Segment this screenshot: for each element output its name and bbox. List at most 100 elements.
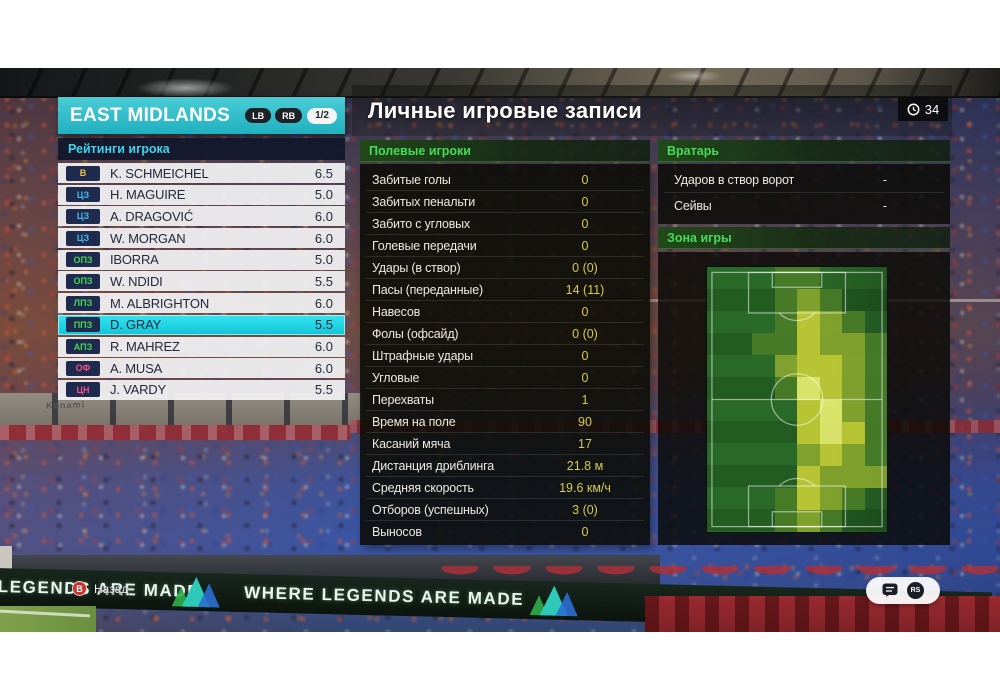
heat-cell [864, 421, 887, 444]
heat-cell [819, 355, 842, 378]
player-row[interactable]: ЦЗ A. DRAGOVIĆ 6.0 [58, 206, 345, 227]
footer-controls-pill: RS [866, 577, 940, 604]
player-row[interactable]: АПЗ R. MAHREZ 6.0 [58, 336, 345, 357]
stat-label: Штрафные удары [372, 348, 473, 363]
player-row[interactable]: ППЗ D. GRAY 5.5 [58, 314, 345, 335]
player-name: J. VARDY [110, 382, 166, 398]
team-header: EAST MIDLANDS LB RB 1/2 [58, 97, 345, 134]
pes-logo-triangles-icon [171, 575, 233, 610]
page-indicator: 1/2 [307, 107, 337, 124]
heat-cell [774, 311, 797, 334]
player-row[interactable]: В K. SCHMEICHEL 6.5 [58, 163, 345, 183]
heat-cell [797, 487, 820, 510]
stat-row: Пасы (переданные) 14 (11) [366, 279, 644, 301]
play-zone-panel [658, 252, 950, 545]
player-name: D. GRAY [110, 317, 162, 333]
back-label: Назад [94, 581, 129, 596]
stat-row: Навесов 0 [366, 301, 644, 323]
heat-cell [819, 465, 842, 488]
heat-cell [819, 421, 842, 444]
player-row[interactable]: ОПЗ W. NDIDI 5.5 [58, 271, 345, 292]
player-row[interactable]: ОФ A. MUSA 6.0 [58, 358, 345, 379]
goalkeeper-stats-panel: Ударов в створ ворот - Сейвы - [658, 164, 950, 224]
stat-label: Дистанция дриблинга [372, 458, 494, 473]
heat-cell [797, 333, 820, 356]
stat-value: 19.6 км/ч [559, 480, 611, 495]
player-rating: 5.0 [314, 252, 333, 268]
player-rating: 6.5 [314, 165, 333, 181]
position-badge: ОФ [66, 360, 100, 376]
stat-row: Угловые 0 [366, 367, 644, 389]
player-rating: 6.0 [314, 360, 333, 376]
player-row[interactable]: ЦЗ W. MORGAN 6.0 [58, 228, 345, 249]
heat-cell [819, 399, 842, 422]
player-name: M. ALBRIGHTON [110, 295, 210, 311]
player-row[interactable]: ЦЗ H. MAGUIRE 5.0 [58, 184, 345, 205]
stat-label: Время на поле [372, 414, 456, 429]
stat-value: - [882, 172, 888, 187]
position-badge: ЛПЗ [66, 295, 100, 311]
heat-cell [797, 311, 820, 334]
stat-value: 17 [578, 436, 592, 451]
stat-row: Касаний мяча 17 [366, 433, 644, 455]
stat-row: Забитые голы 0 [366, 169, 644, 191]
heat-cell [774, 355, 797, 378]
stat-value: 21.8 м [566, 458, 604, 473]
player-name: A. MUSA [110, 360, 163, 376]
player-rating: 6.0 [314, 208, 333, 224]
position-badge: ЦН [66, 382, 100, 398]
stat-row: Голевые передачи 0 [366, 235, 644, 257]
gamepad-rs-button-icon[interactable]: RS [907, 582, 924, 599]
stat-value: 0 (0) [572, 326, 598, 341]
heat-cell [797, 465, 820, 488]
heat-cell [819, 289, 842, 312]
player-name: W. MORGAN [110, 230, 186, 246]
heat-cell [819, 333, 842, 356]
stat-value: 0 [581, 348, 589, 363]
player-list: В K. SCHMEICHEL 6.5 ЦЗ H. MAGUIRE 5.0 ЦЗ A. DRA… [58, 163, 345, 400]
heat-cell [797, 443, 820, 466]
field-players-stats-panel: Забитые голы 0 Забитых пенальти 0 Забито с у… [360, 164, 650, 545]
heat-cell [864, 333, 887, 356]
stat-label: Забитые голы [372, 172, 451, 187]
player-rating: 5.0 [314, 187, 333, 203]
heat-cell [842, 465, 865, 488]
player-name: W. NDIDI [110, 273, 163, 289]
stat-label: Перехваты [372, 392, 434, 407]
heat-cell [797, 399, 820, 422]
stat-row: Ударов в створ ворот - [664, 167, 944, 193]
position-badge: В [66, 165, 100, 181]
stat-value: 0 (0) [572, 260, 598, 275]
stat-value: 0 [581, 238, 589, 253]
position-badge: ОПЗ [66, 273, 100, 289]
stat-value: 0 [581, 370, 589, 385]
player-row[interactable]: ЛПЗ M. ALBRIGHTON 6.0 [58, 293, 345, 314]
pes-logo-triangles-icon [529, 583, 591, 618]
stat-label: Выносов [372, 525, 422, 539]
red-banner-strip-left [0, 425, 350, 440]
player-name: K. SCHMEICHEL [110, 165, 209, 181]
heatmap-grid [707, 267, 887, 532]
heat-cell [752, 333, 775, 356]
lb-button[interactable]: LB [245, 108, 272, 123]
ad-board-text-center: WHERE LEGENDS ARE MADE [243, 583, 525, 609]
player-row[interactable]: ЦН J. VARDY 5.5 [58, 379, 345, 400]
heat-cell [819, 311, 842, 334]
heat-cell [774, 377, 797, 400]
stat-label: Забитых пенальти [372, 194, 475, 209]
heat-cell [864, 465, 887, 488]
stat-row: Забито с угловых 0 [366, 213, 644, 235]
stat-label: Удары (в створ) [372, 260, 461, 275]
heat-cell [797, 355, 820, 378]
match-time-badge: 34 [898, 97, 948, 121]
player-rating: 6.0 [314, 230, 333, 246]
back-button[interactable]: B Назад [72, 581, 128, 596]
stat-label: Касаний мяча [372, 436, 451, 451]
chat-icon[interactable] [882, 583, 898, 598]
heat-cell [774, 487, 797, 510]
stat-value: 0 [581, 194, 589, 209]
rb-button[interactable]: RB [275, 108, 303, 123]
stat-label: Отборов (успешных) [372, 502, 489, 517]
stat-row: Фолы (офсайд) 0 (0) [366, 323, 644, 345]
player-row[interactable]: ОПЗ IBORRA 5.0 [58, 249, 345, 270]
